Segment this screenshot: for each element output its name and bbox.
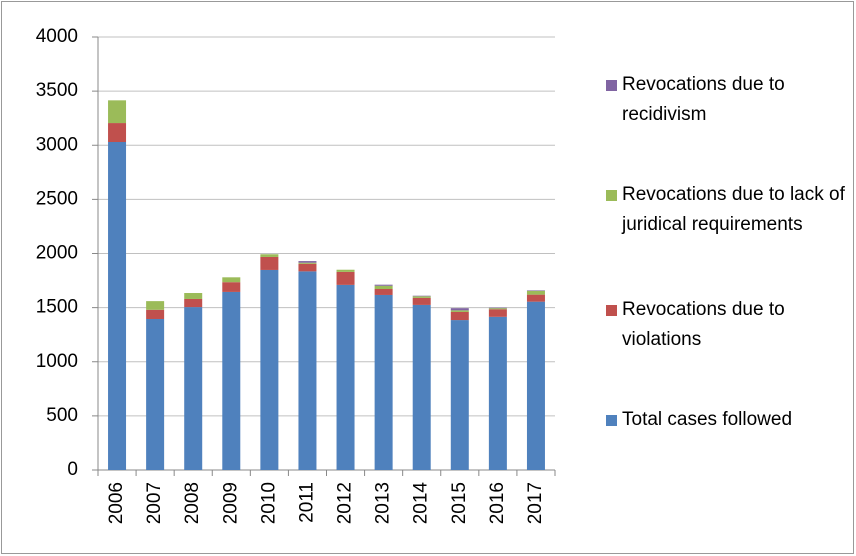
y-tick-label: 2500 [36, 188, 78, 209]
bar-segment [184, 293, 203, 299]
bar-segment [412, 296, 431, 298]
bar-segment [298, 263, 317, 272]
legend-item: Revocations due to violations [606, 295, 846, 355]
bar-segment [412, 295, 431, 297]
legend-item: Revocations due to lack of juridical req… [606, 180, 846, 240]
legend-item: Revocations due to recidivism [606, 70, 846, 130]
x-tick-label: 2008 [182, 482, 203, 524]
bar-segment [374, 294, 393, 470]
bar-segment [108, 142, 127, 470]
bar-segment [488, 309, 507, 317]
x-tick-label: 2017 [525, 482, 546, 524]
x-tick-label: 2010 [258, 482, 279, 524]
bar-segment [336, 284, 355, 470]
bar-segment [260, 254, 279, 257]
bar-segment [146, 309, 165, 319]
y-tick-label: 2000 [36, 243, 78, 264]
legend-label: Revocations due to lack of juridical req… [622, 184, 845, 235]
y-tick-label: 4000 [36, 26, 78, 47]
bar-segment [298, 271, 317, 470]
bar-segment [336, 269, 355, 272]
bar-segment [146, 318, 165, 470]
x-tick-label: 2009 [220, 482, 241, 524]
bar-segment [488, 308, 507, 310]
x-tick-label: 2015 [449, 482, 470, 524]
bar-segment [374, 284, 393, 286]
legend-swatch [606, 190, 617, 201]
bar-segment [488, 307, 507, 309]
bar-segment [184, 298, 203, 308]
legend-label: Revocations due to recidivism [622, 74, 785, 125]
bar-segment [146, 301, 165, 310]
x-tick-label: 2011 [296, 482, 317, 523]
y-tick-label: 1500 [36, 297, 78, 318]
bar-segment [298, 262, 317, 264]
legend-label: Total cases followed [622, 409, 793, 430]
bar-segment [450, 320, 469, 470]
bar-segment [222, 277, 241, 283]
bar-segment [336, 271, 355, 285]
bar-segment [488, 316, 507, 470]
x-tick-label: 2007 [144, 482, 165, 524]
x-tick-label: 2016 [487, 482, 508, 524]
bar-segment [222, 291, 241, 470]
bar-segment [450, 311, 469, 321]
bar-segment [526, 301, 545, 470]
bar-segment [412, 304, 431, 470]
bar-segment [298, 261, 317, 263]
x-tick-label: 2012 [335, 482, 356, 524]
bar-segment [374, 289, 393, 295]
y-tick-label: 3000 [36, 134, 78, 155]
y-tick-label: 1000 [36, 351, 78, 372]
x-tick-label: 2014 [411, 482, 432, 525]
bar-segment [374, 285, 393, 290]
legend-swatch [606, 415, 617, 426]
bar-segment [450, 308, 469, 311]
bar-segment [222, 282, 241, 292]
y-tick-label: 3500 [36, 80, 78, 101]
bar-segment [108, 100, 127, 124]
bar-segment [450, 310, 469, 312]
bar-segment [412, 297, 431, 305]
y-tick-label: 0 [67, 459, 78, 480]
legend-swatch [606, 80, 617, 91]
bar-segment [260, 256, 279, 270]
bar-segment [260, 269, 279, 470]
bar-segment [526, 294, 545, 302]
bar-segment [526, 290, 545, 295]
legend-swatch [606, 305, 617, 316]
x-tick-label: 2006 [106, 482, 127, 524]
bar-segment [108, 123, 127, 143]
legend-label: Revocations due to violations [622, 299, 785, 350]
x-tick-label: 2013 [373, 482, 394, 524]
y-tick-label: 500 [46, 405, 78, 426]
bar-segment [184, 307, 203, 470]
bar-segment [526, 290, 545, 291]
legend-item: Total cases followed [606, 405, 846, 435]
